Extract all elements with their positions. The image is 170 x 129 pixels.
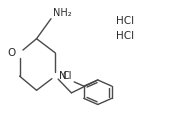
Text: O: O: [7, 48, 15, 58]
Text: N: N: [59, 71, 67, 81]
Text: HCl: HCl: [116, 31, 134, 41]
Text: NH₂: NH₂: [53, 8, 71, 18]
Text: HCl: HCl: [116, 16, 134, 26]
Text: Cl: Cl: [63, 71, 72, 81]
